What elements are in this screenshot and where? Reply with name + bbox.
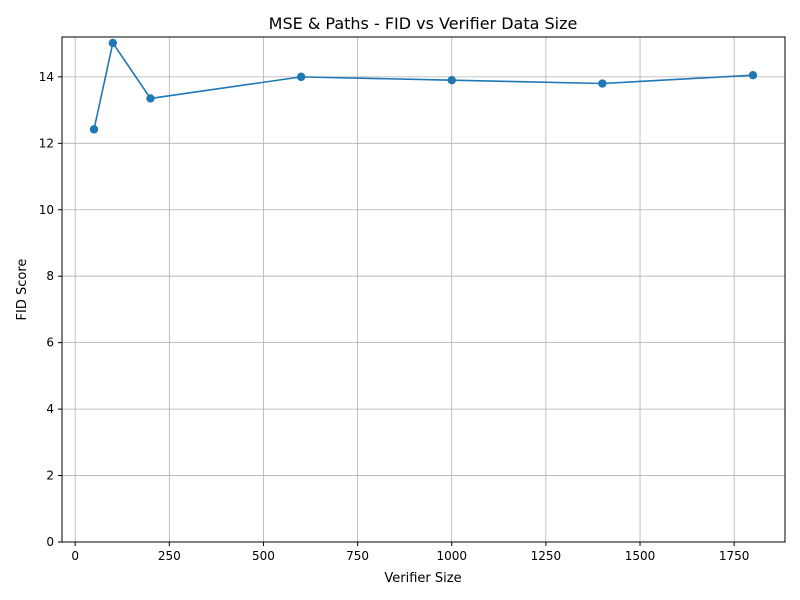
data-point xyxy=(296,72,306,82)
data-point xyxy=(146,94,155,103)
x-tick-label: 0 xyxy=(71,549,79,563)
plot-area-frame xyxy=(61,36,786,543)
y-tick-label: 4 xyxy=(46,402,54,416)
data-point xyxy=(108,38,118,48)
y-tick-label: 0 xyxy=(46,535,54,549)
y-tick-label: 12 xyxy=(39,136,54,150)
series-layer xyxy=(89,38,758,134)
y-tick-label: 10 xyxy=(39,203,54,217)
x-tick-label: 1250 xyxy=(531,549,562,563)
x-tick-label: 1750 xyxy=(719,549,750,563)
x-tick-label: 1500 xyxy=(625,549,656,563)
y-tick-label: 8 xyxy=(46,269,54,283)
y-tick-label: 2 xyxy=(46,469,54,483)
tick-layer: 0 250 500 750 1000 1250 1500 1750 0 2 4 6 8 10 12 14 xyxy=(39,70,750,563)
y-axis-label: FID Score xyxy=(15,259,30,321)
x-tick-label: 250 xyxy=(158,549,181,563)
x-tick-label: 750 xyxy=(346,549,369,563)
x-tick-label: 1000 xyxy=(436,549,467,563)
grid-layer xyxy=(62,37,785,543)
data-point xyxy=(748,71,758,80)
x-tick-label: 500 xyxy=(252,549,275,563)
y-tick-label: 6 xyxy=(46,336,54,350)
data-point xyxy=(89,125,99,134)
data-point xyxy=(598,79,607,88)
y-tick-label: 14 xyxy=(39,70,54,84)
x-axis-label: Verifier Size xyxy=(384,571,461,586)
chart-title: MSE & Paths - FID vs Verifier Data Size xyxy=(269,14,578,33)
data-point xyxy=(447,75,456,85)
